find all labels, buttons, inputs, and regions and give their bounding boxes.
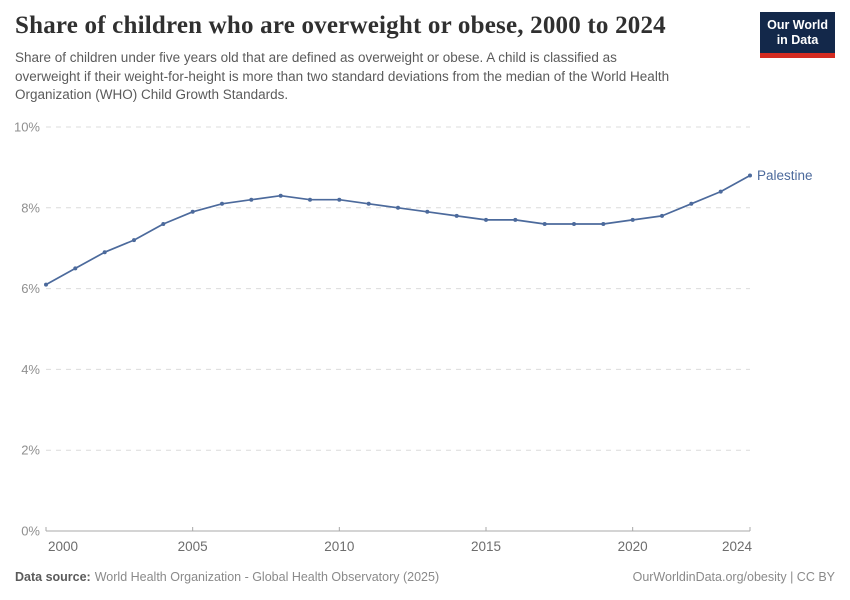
data-point-2010[interactable] bbox=[337, 197, 342, 202]
x-tick-label-2020: 2020 bbox=[618, 539, 648, 554]
data-point-2019[interactable] bbox=[601, 222, 606, 226]
data-point-2002[interactable] bbox=[102, 250, 107, 255]
data-point-2024[interactable] bbox=[748, 173, 752, 178]
series-line-palestine[interactable] bbox=[45, 174, 751, 286]
data-point-2014[interactable] bbox=[454, 213, 459, 218]
x-tick-label-2015: 2015 bbox=[471, 539, 501, 554]
owid-logo[interactable]: Our World in Data bbox=[760, 12, 835, 58]
chart-header: Share of children who are overweight or … bbox=[15, 12, 835, 105]
y-tick-label-0: 0% bbox=[21, 524, 40, 539]
data-point-2009[interactable] bbox=[308, 197, 312, 202]
credit-link[interactable]: OurWorldinData.org/obesity | CC BY bbox=[632, 570, 835, 584]
series-end-label[interactable]: Palestine bbox=[757, 168, 813, 183]
data-source: Data source: World Health Organization - … bbox=[15, 569, 439, 585]
y-tick-label-4: 4% bbox=[21, 362, 40, 377]
data-source-label: Data source: bbox=[15, 570, 91, 584]
data-point-2006[interactable] bbox=[220, 201, 224, 206]
chart-subtitle: Share of children under five years old t… bbox=[15, 50, 670, 102]
data-point-2004[interactable] bbox=[161, 222, 166, 226]
y-tick-label-8: 8% bbox=[21, 200, 40, 215]
y-tick-label-10: 10% bbox=[14, 120, 40, 135]
data-source-text: World Health Organization - Global Healt… bbox=[94, 570, 440, 584]
y-tick-label-2: 2% bbox=[21, 443, 40, 458]
owid-logo-line1: Our World bbox=[767, 18, 828, 32]
data-point-2011[interactable] bbox=[366, 201, 371, 206]
chart-footer: Data source: World Health Organization - … bbox=[15, 569, 835, 585]
data-point-2007[interactable] bbox=[249, 197, 254, 202]
x-tick-label-2000: 2000 bbox=[48, 539, 78, 554]
data-point-2022[interactable] bbox=[689, 201, 694, 206]
x-tick-label-2005: 2005 bbox=[178, 539, 208, 554]
data-point-2015[interactable] bbox=[484, 217, 488, 222]
data-point-2016[interactable] bbox=[513, 217, 518, 222]
x-tick-label-2024: 2024 bbox=[722, 539, 753, 554]
data-point-2013[interactable] bbox=[425, 209, 430, 214]
data-point-2000[interactable] bbox=[44, 282, 48, 287]
data-point-2001[interactable] bbox=[73, 266, 78, 271]
data-point-2021[interactable] bbox=[660, 213, 664, 218]
data-point-2023[interactable] bbox=[718, 189, 723, 194]
data-point-2017[interactable] bbox=[542, 222, 547, 226]
y-tick-label-6: 6% bbox=[21, 281, 40, 296]
data-point-2008[interactable] bbox=[278, 193, 283, 198]
data-point-2003[interactable] bbox=[132, 238, 136, 243]
chart-title: Share of children who are overweight or … bbox=[15, 12, 666, 39]
data-point-2012[interactable] bbox=[396, 205, 400, 210]
owid-logo-line2: in Data bbox=[776, 33, 819, 47]
data-point-2018[interactable] bbox=[572, 222, 576, 226]
x-tick-label-2010: 2010 bbox=[324, 539, 354, 554]
data-point-2005[interactable] bbox=[190, 209, 195, 214]
data-point-2020[interactable] bbox=[630, 217, 635, 222]
